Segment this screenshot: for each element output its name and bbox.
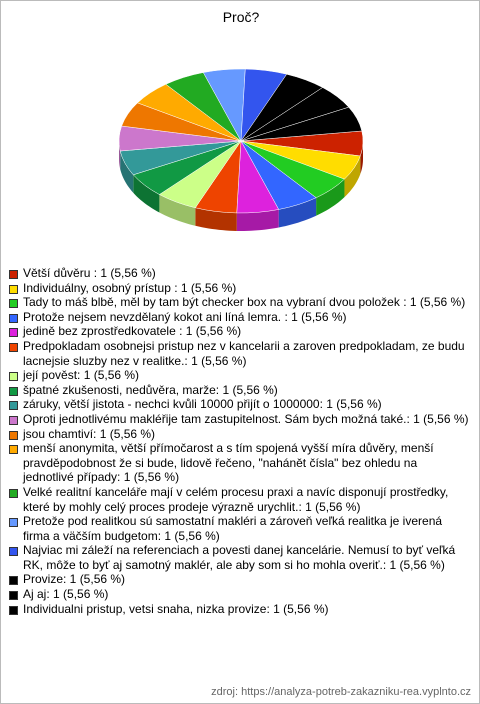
pie-slice: [240, 106, 363, 142]
legend-item: Aj aj: 1 (5,56 %): [9, 587, 471, 602]
legend-item: Predpokladam osobnejsi pristup nez v kan…: [9, 339, 471, 368]
legend-swatch: [9, 415, 18, 425]
legend-item: Větší důvěru : 1 (5,56 %): [9, 266, 471, 281]
legend-swatch: [9, 270, 18, 279]
legend-item: záruky, větší jistota - nechci kvůli 100…: [9, 397, 471, 412]
legend-swatch: [9, 328, 18, 338]
slice-side: [133, 174, 160, 213]
slice-side: [195, 207, 237, 231]
chart: [118, 68, 364, 231]
slice-side: [120, 151, 134, 193]
legend: Větší důvěru : 1 (5,56 %) Individuálny, o…: [9, 266, 471, 616]
legend-item: její pověst: 1 (5,56 %): [9, 368, 471, 383]
legend-label: Tady to máš blbě, měl by tam být checker…: [23, 295, 466, 310]
legend-swatch: [9, 284, 18, 294]
legend-item: Provize: 1 (5,56 %): [9, 572, 471, 587]
legend-swatch: [9, 313, 18, 323]
legend-label: Predpokladam osobnejsi pristup nez v kan…: [23, 338, 465, 368]
chart-title: Proč?: [222, 9, 260, 25]
slice-side: [159, 194, 196, 226]
legend-item: Oproti jednotlivému makléřije tam zastup…: [9, 412, 471, 427]
legend-swatch: [9, 299, 18, 309]
slice-side: [344, 155, 361, 198]
legend-swatch: [9, 342, 18, 352]
legend-item: Najviac mi záleží na referenciach a pove…: [9, 543, 471, 572]
legend-item: Pretože pod realitkou sú samostatní makl…: [9, 514, 471, 543]
legend-swatch: [9, 591, 18, 601]
slice-side: [236, 209, 279, 231]
legend-item: špatné zkušenosti, nedůvěra, marže: 1 (5…: [9, 383, 471, 398]
legend-item: Individuálny, osobný prístup : 1 (5,56 %…: [9, 281, 471, 296]
legend-item: Individualni pristup, vetsi snaha, nizka…: [9, 602, 471, 617]
legend-label: Velké realitní kanceláře mají v celém pr…: [23, 484, 449, 514]
source: zdroj: https://analyza-potreb-zakazniku-…: [211, 686, 471, 698]
legend-swatch: [9, 372, 18, 382]
legend-label: Pretože pod realitkou sú samostatní makl…: [23, 514, 443, 543]
legend-label: Protože nejsem nevzdělaný kokot ani líná…: [23, 309, 347, 324]
legend-label: menší anonymita, větší přímočarost a s t…: [23, 441, 434, 485]
legend-label: Individualni pristup, vetsi snaha, nizka…: [23, 601, 329, 616]
legend-label: Provize: 1 (5,56 %): [23, 572, 126, 587]
legend-label: Aj aj: 1 (5,56 %): [23, 587, 109, 602]
legend-item: jedině bez zprostředkovatele : 1 (5,56 %…: [9, 324, 471, 339]
legend-label: Větší důvěru : 1 (5,56 %): [23, 266, 156, 280]
legend-swatch: [9, 605, 18, 615]
legend-swatch: [9, 401, 18, 411]
legend-swatch: [9, 518, 18, 528]
legend-label: Najviac mi záleží na referenciach a pove…: [23, 543, 456, 572]
legend-item: Velké realitní kanceláře mají v celém pr…: [9, 485, 471, 514]
legend-swatch: [9, 386, 18, 396]
legend-swatch: [9, 547, 18, 557]
legend-swatch: [9, 430, 18, 440]
slice-side: [316, 179, 345, 216]
legend-label: jsou chamtiví: 1 (5,56 %): [23, 426, 156, 441]
slice-side: [119, 141, 121, 170]
legend-label: špatné zkušenosti, nedůvěra, marže: 1 (5…: [23, 382, 278, 397]
legend-swatch: [9, 576, 18, 586]
legend-label: Individuálny, osobný prístup : 1 (5,56 %…: [23, 280, 237, 295]
slice-side: [278, 197, 317, 228]
legend-item: jsou chamtiví: 1 (5,56 %): [9, 427, 471, 442]
legend-label: záruky, větší jistota - nechci kvůli 100…: [23, 397, 382, 412]
legend-item: Tady to máš blbě, měl by tam být checker…: [9, 295, 471, 310]
legend-item: menší anonymita, větší přímočarost a s t…: [9, 441, 471, 485]
legend-swatch: [9, 445, 18, 455]
legend-label: jedině bez zprostředkovatele : 1 (5,56 %…: [23, 324, 242, 339]
legend-label: její pověst: 1 (5,56 %): [23, 368, 140, 383]
legend-swatch: [9, 488, 18, 498]
legend-item: Protože nejsem nevzdělaný kokot ani líná…: [9, 310, 471, 325]
legend-label: Oproti jednotlivému makléřije tam zastup…: [23, 411, 469, 426]
